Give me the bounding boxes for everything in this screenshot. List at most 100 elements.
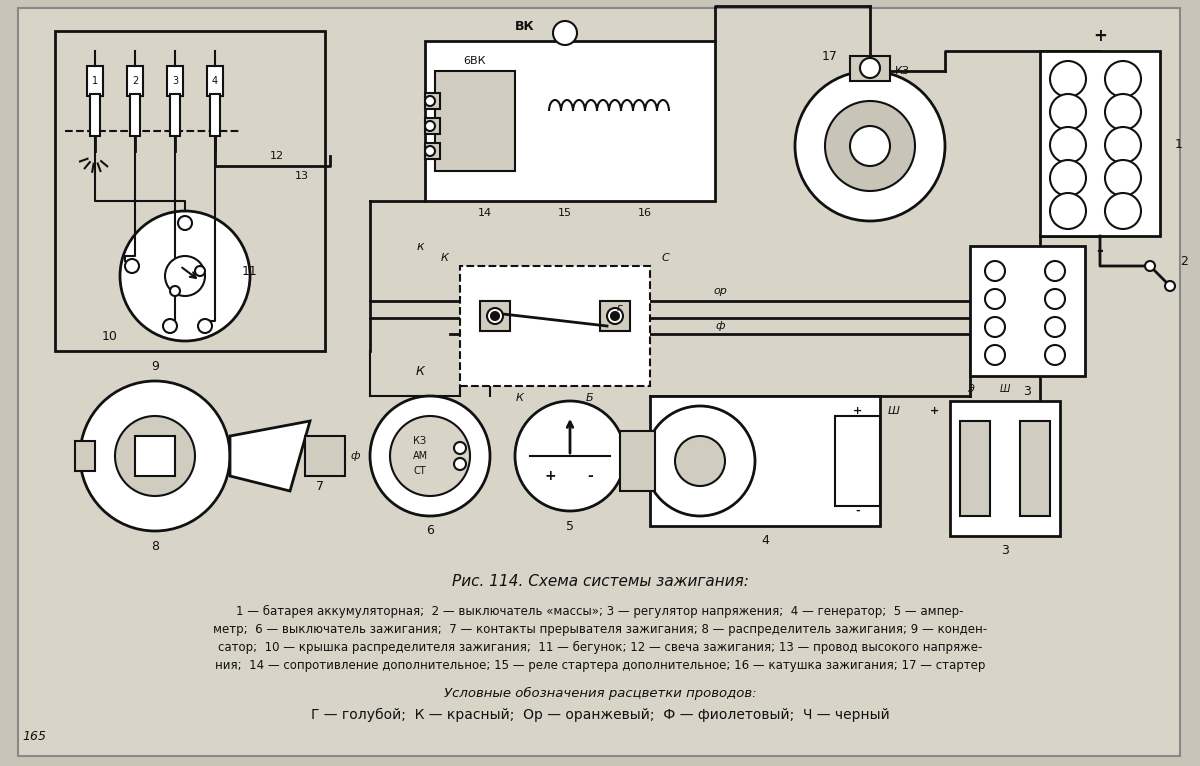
Text: АМ: АМ [413, 451, 427, 461]
Circle shape [1105, 61, 1141, 97]
Bar [76, 441, 95, 471]
Bar [434, 71, 515, 171]
Text: КЗ: КЗ [895, 66, 910, 76]
Bar [1020, 421, 1050, 516]
Circle shape [1045, 289, 1064, 309]
Bar [425, 143, 440, 159]
Text: ВК: ВК [515, 19, 535, 32]
Circle shape [1045, 261, 1064, 281]
Bar [960, 421, 990, 516]
Text: -: - [1097, 242, 1104, 260]
Text: 12: 12 [270, 151, 284, 161]
Text: ф: ф [715, 321, 725, 331]
Text: +: + [930, 406, 940, 416]
Text: Э: Э [967, 384, 973, 394]
Text: -: - [856, 506, 860, 516]
Text: ор: ор [713, 286, 727, 296]
Text: КЗ: КЗ [414, 436, 426, 446]
Circle shape [425, 96, 434, 106]
Circle shape [1105, 127, 1141, 163]
Text: 17: 17 [822, 50, 838, 63]
Bar [835, 416, 880, 506]
Circle shape [491, 312, 499, 320]
Bar [425, 41, 715, 201]
Text: -: - [587, 469, 593, 483]
Text: К: К [442, 253, 449, 263]
Bar [1040, 51, 1160, 236]
Circle shape [794, 71, 946, 221]
Text: +: + [544, 469, 556, 483]
Text: Рис. 114. Схема системы зажигания:: Рис. 114. Схема системы зажигания: [451, 574, 749, 588]
Bar [480, 301, 510, 331]
Bar [130, 94, 140, 136]
Text: 3: 3 [172, 76, 178, 86]
Bar [600, 301, 630, 331]
Circle shape [553, 21, 577, 45]
Bar [850, 56, 890, 81]
Text: 7: 7 [316, 480, 324, 493]
Circle shape [515, 401, 625, 511]
Text: к: к [416, 240, 424, 253]
Bar [208, 66, 223, 96]
Text: 11: 11 [242, 264, 258, 277]
Text: Ш: Ш [1000, 384, 1010, 394]
Text: 4: 4 [761, 535, 769, 548]
Bar [305, 436, 346, 476]
Circle shape [1045, 345, 1064, 365]
Circle shape [198, 319, 212, 333]
Circle shape [824, 101, 914, 191]
Circle shape [1050, 94, 1086, 130]
Text: 16: 16 [638, 208, 652, 218]
Circle shape [178, 216, 192, 230]
Circle shape [985, 317, 1004, 337]
Circle shape [611, 312, 619, 320]
Circle shape [390, 416, 470, 496]
Text: К: К [415, 365, 425, 378]
Bar [88, 66, 103, 96]
Circle shape [1050, 160, 1086, 196]
Circle shape [1105, 160, 1141, 196]
Text: 1 — батарея аккумуляторная;  2 — выключатель «массы»; 3 — регулятор напряжения; : 1 — батарея аккумуляторная; 2 — выключат… [236, 604, 964, 617]
Text: +: + [853, 406, 863, 416]
Text: г: г [617, 303, 623, 313]
Bar [425, 93, 440, 109]
Circle shape [985, 261, 1004, 281]
Circle shape [125, 259, 139, 273]
Circle shape [1145, 261, 1154, 271]
Circle shape [1165, 281, 1175, 291]
Text: метр;  6 — выключатель зажигания;  7 — контакты прерывателя зажигания; 8 — распр: метр; 6 — выключатель зажигания; 7 — кон… [212, 623, 988, 636]
Circle shape [120, 211, 250, 341]
Text: 2: 2 [132, 76, 138, 86]
Circle shape [115, 416, 196, 496]
Text: ния;  14 — сопротивление дополнительное; 15 — реле стартера дополнительное; 16 —: ния; 14 — сопротивление дополнительное; … [215, 659, 985, 672]
Bar [167, 66, 184, 96]
Circle shape [370, 396, 490, 516]
Text: СТ: СТ [414, 466, 426, 476]
Circle shape [166, 256, 205, 296]
Text: Условные обозначения расцветки проводов:: Условные обозначения расцветки проводов: [444, 686, 756, 699]
Circle shape [985, 345, 1004, 365]
Text: ф: ф [350, 451, 360, 461]
Bar [950, 401, 1060, 536]
Circle shape [454, 442, 466, 454]
Bar [127, 66, 143, 96]
Text: 165: 165 [22, 729, 46, 742]
Text: 3: 3 [1024, 385, 1031, 398]
Circle shape [646, 406, 755, 516]
Text: Ш: Ш [888, 406, 900, 416]
Text: К: К [516, 393, 524, 403]
Circle shape [1105, 193, 1141, 229]
Text: 5: 5 [566, 519, 574, 532]
Circle shape [674, 436, 725, 486]
Text: 1: 1 [92, 76, 98, 86]
Circle shape [607, 308, 623, 324]
Circle shape [1105, 94, 1141, 130]
Text: 10: 10 [102, 329, 118, 342]
Circle shape [170, 286, 180, 296]
Text: 14: 14 [478, 208, 492, 218]
Circle shape [1050, 61, 1086, 97]
Text: 1: 1 [1175, 138, 1183, 150]
Text: +: + [1093, 27, 1106, 45]
Bar [90, 94, 100, 136]
Bar [650, 396, 880, 526]
